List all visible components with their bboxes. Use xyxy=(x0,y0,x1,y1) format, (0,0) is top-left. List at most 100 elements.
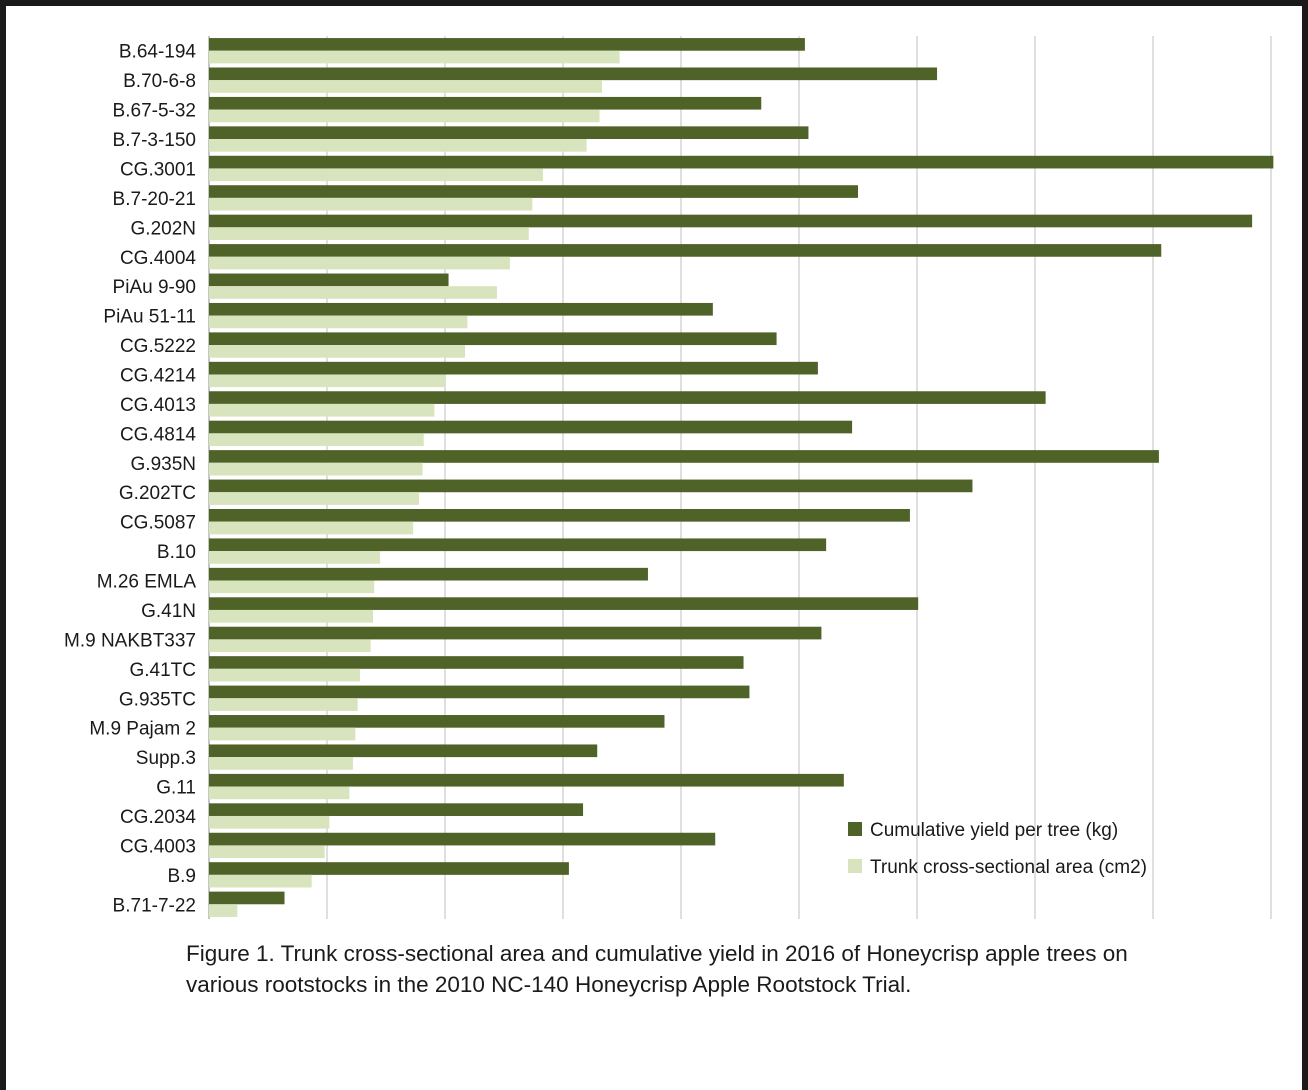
bar-yield xyxy=(209,361,818,375)
bar-tcsa xyxy=(209,521,414,535)
bar-tcsa xyxy=(209,315,468,329)
category-label: B.67-5-32 xyxy=(113,101,196,122)
bar-yield xyxy=(209,332,777,346)
bar-yield xyxy=(209,96,762,110)
category-label: PiAu 51-11 xyxy=(103,307,196,328)
bar-tcsa xyxy=(209,374,445,388)
category-label: CG.4013 xyxy=(120,395,196,416)
bar-yield xyxy=(209,244,1162,257)
bar-tcsa xyxy=(209,80,602,93)
bar-tcsa xyxy=(209,786,350,800)
bar-yield xyxy=(209,450,1159,463)
category-label: G.935TC xyxy=(119,689,196,710)
bar-tcsa xyxy=(209,227,529,240)
bar-tcsa xyxy=(209,727,356,741)
bar-tcsa xyxy=(209,462,423,476)
category-label: CG.2034 xyxy=(120,807,196,828)
category-label: B.9 xyxy=(167,866,196,887)
category-label: CG.5087 xyxy=(120,513,196,534)
bar-tcsa xyxy=(209,668,361,682)
category-label: CG.5222 xyxy=(120,336,196,357)
category-label: G.11 xyxy=(156,778,196,799)
category-label: CG.4003 xyxy=(120,836,196,857)
bar-yield xyxy=(209,38,805,51)
bar-yield xyxy=(209,391,1046,404)
bar-tcsa xyxy=(209,168,543,182)
x-tick-label: 70.0 xyxy=(1021,934,1048,935)
bar-tcsa xyxy=(209,757,353,770)
bar-tcsa xyxy=(209,286,497,299)
bar-tcsa xyxy=(209,197,533,211)
category-label: M.26 EMLA xyxy=(97,572,197,593)
category-label: PiAu 9-90 xyxy=(113,277,196,298)
x-tick-label: 90.0 xyxy=(1257,934,1284,935)
bar-yield xyxy=(209,685,750,699)
legend-label: Cumulative yield per tree (kg) xyxy=(870,820,1118,841)
bar-yield xyxy=(209,773,844,787)
category-label: M.9 Pajam 2 xyxy=(89,719,196,740)
bar-tcsa xyxy=(209,345,466,358)
bar-tcsa xyxy=(209,639,371,653)
category-label: CG.4814 xyxy=(120,424,196,445)
category-label: G.202TC xyxy=(119,483,196,504)
category-label: B.64-194 xyxy=(119,42,197,63)
x-tick-label: 80.0 xyxy=(1139,934,1166,935)
bar-tcsa xyxy=(209,50,620,64)
category-label: B.7-3-150 xyxy=(113,130,196,151)
bar-yield xyxy=(209,155,1274,169)
x-tick-label: 60.0 xyxy=(903,934,930,935)
bar-tcsa xyxy=(209,551,381,564)
bar-yield xyxy=(209,538,827,552)
category-label: Supp.3 xyxy=(136,748,196,769)
bar-yield xyxy=(209,567,648,581)
bar-tcsa xyxy=(209,433,424,447)
bar-yield xyxy=(209,508,910,522)
bar-tcsa xyxy=(209,609,374,623)
legend-swatch xyxy=(848,859,862,873)
category-label: B.10 xyxy=(157,542,196,563)
category-label: B.71-7-22 xyxy=(113,895,196,916)
bar-yield xyxy=(209,420,853,434)
category-label: CG.4214 xyxy=(120,365,196,386)
bar-yield xyxy=(209,803,584,816)
category-label: CG.4004 xyxy=(120,248,196,269)
bar-tcsa xyxy=(209,845,325,859)
bar-tcsa xyxy=(209,403,435,417)
category-label: CG.3001 xyxy=(120,159,196,180)
bar-yield xyxy=(209,744,598,758)
figure-caption: Figure 1. Trunk cross-sectional area and… xyxy=(186,941,1128,997)
x-tick-label: 10.0 xyxy=(313,934,340,935)
bar-yield xyxy=(209,67,938,81)
bar-yield xyxy=(209,832,716,846)
bar-tcsa xyxy=(209,815,330,829)
x-tick-label: 50.0 xyxy=(785,934,812,935)
category-label: G.41TC xyxy=(129,660,196,681)
category-label: G.935N xyxy=(131,454,196,475)
bar-tcsa xyxy=(209,109,600,123)
bar-yield xyxy=(209,656,744,669)
category-label: B.7-20-21 xyxy=(113,189,196,210)
bar-yield xyxy=(209,302,713,316)
category-label: G.202N xyxy=(131,218,196,239)
category-label: B.70-6-8 xyxy=(123,71,196,92)
legend-swatch xyxy=(848,822,862,836)
bar-chart: B.64-194 B.70-6-8 B.67-5-32 B.7-3-150 CG.300… xyxy=(64,36,1285,935)
category-label: M.9 NAKBT337 xyxy=(64,630,196,651)
bar-yield xyxy=(209,273,449,287)
bar-tcsa xyxy=(209,492,420,505)
legend-label: Trunk cross-sectional area (cm2) xyxy=(870,857,1147,878)
bar-tcsa xyxy=(209,874,312,888)
x-tick-label: 30.0 xyxy=(549,934,576,935)
category-label: G.41N xyxy=(141,601,196,622)
bar-yield xyxy=(209,891,285,905)
bar-tcsa xyxy=(209,698,358,711)
bar-yield xyxy=(209,479,973,493)
x-tick-label: 40.0 xyxy=(667,934,694,935)
bar-tcsa xyxy=(209,256,510,270)
bar-tcsa xyxy=(209,580,375,594)
bar-tcsa xyxy=(209,904,238,917)
x-tick-label: 20.0 xyxy=(431,934,458,935)
bar-yield xyxy=(209,597,919,610)
bar-yield xyxy=(209,185,858,198)
